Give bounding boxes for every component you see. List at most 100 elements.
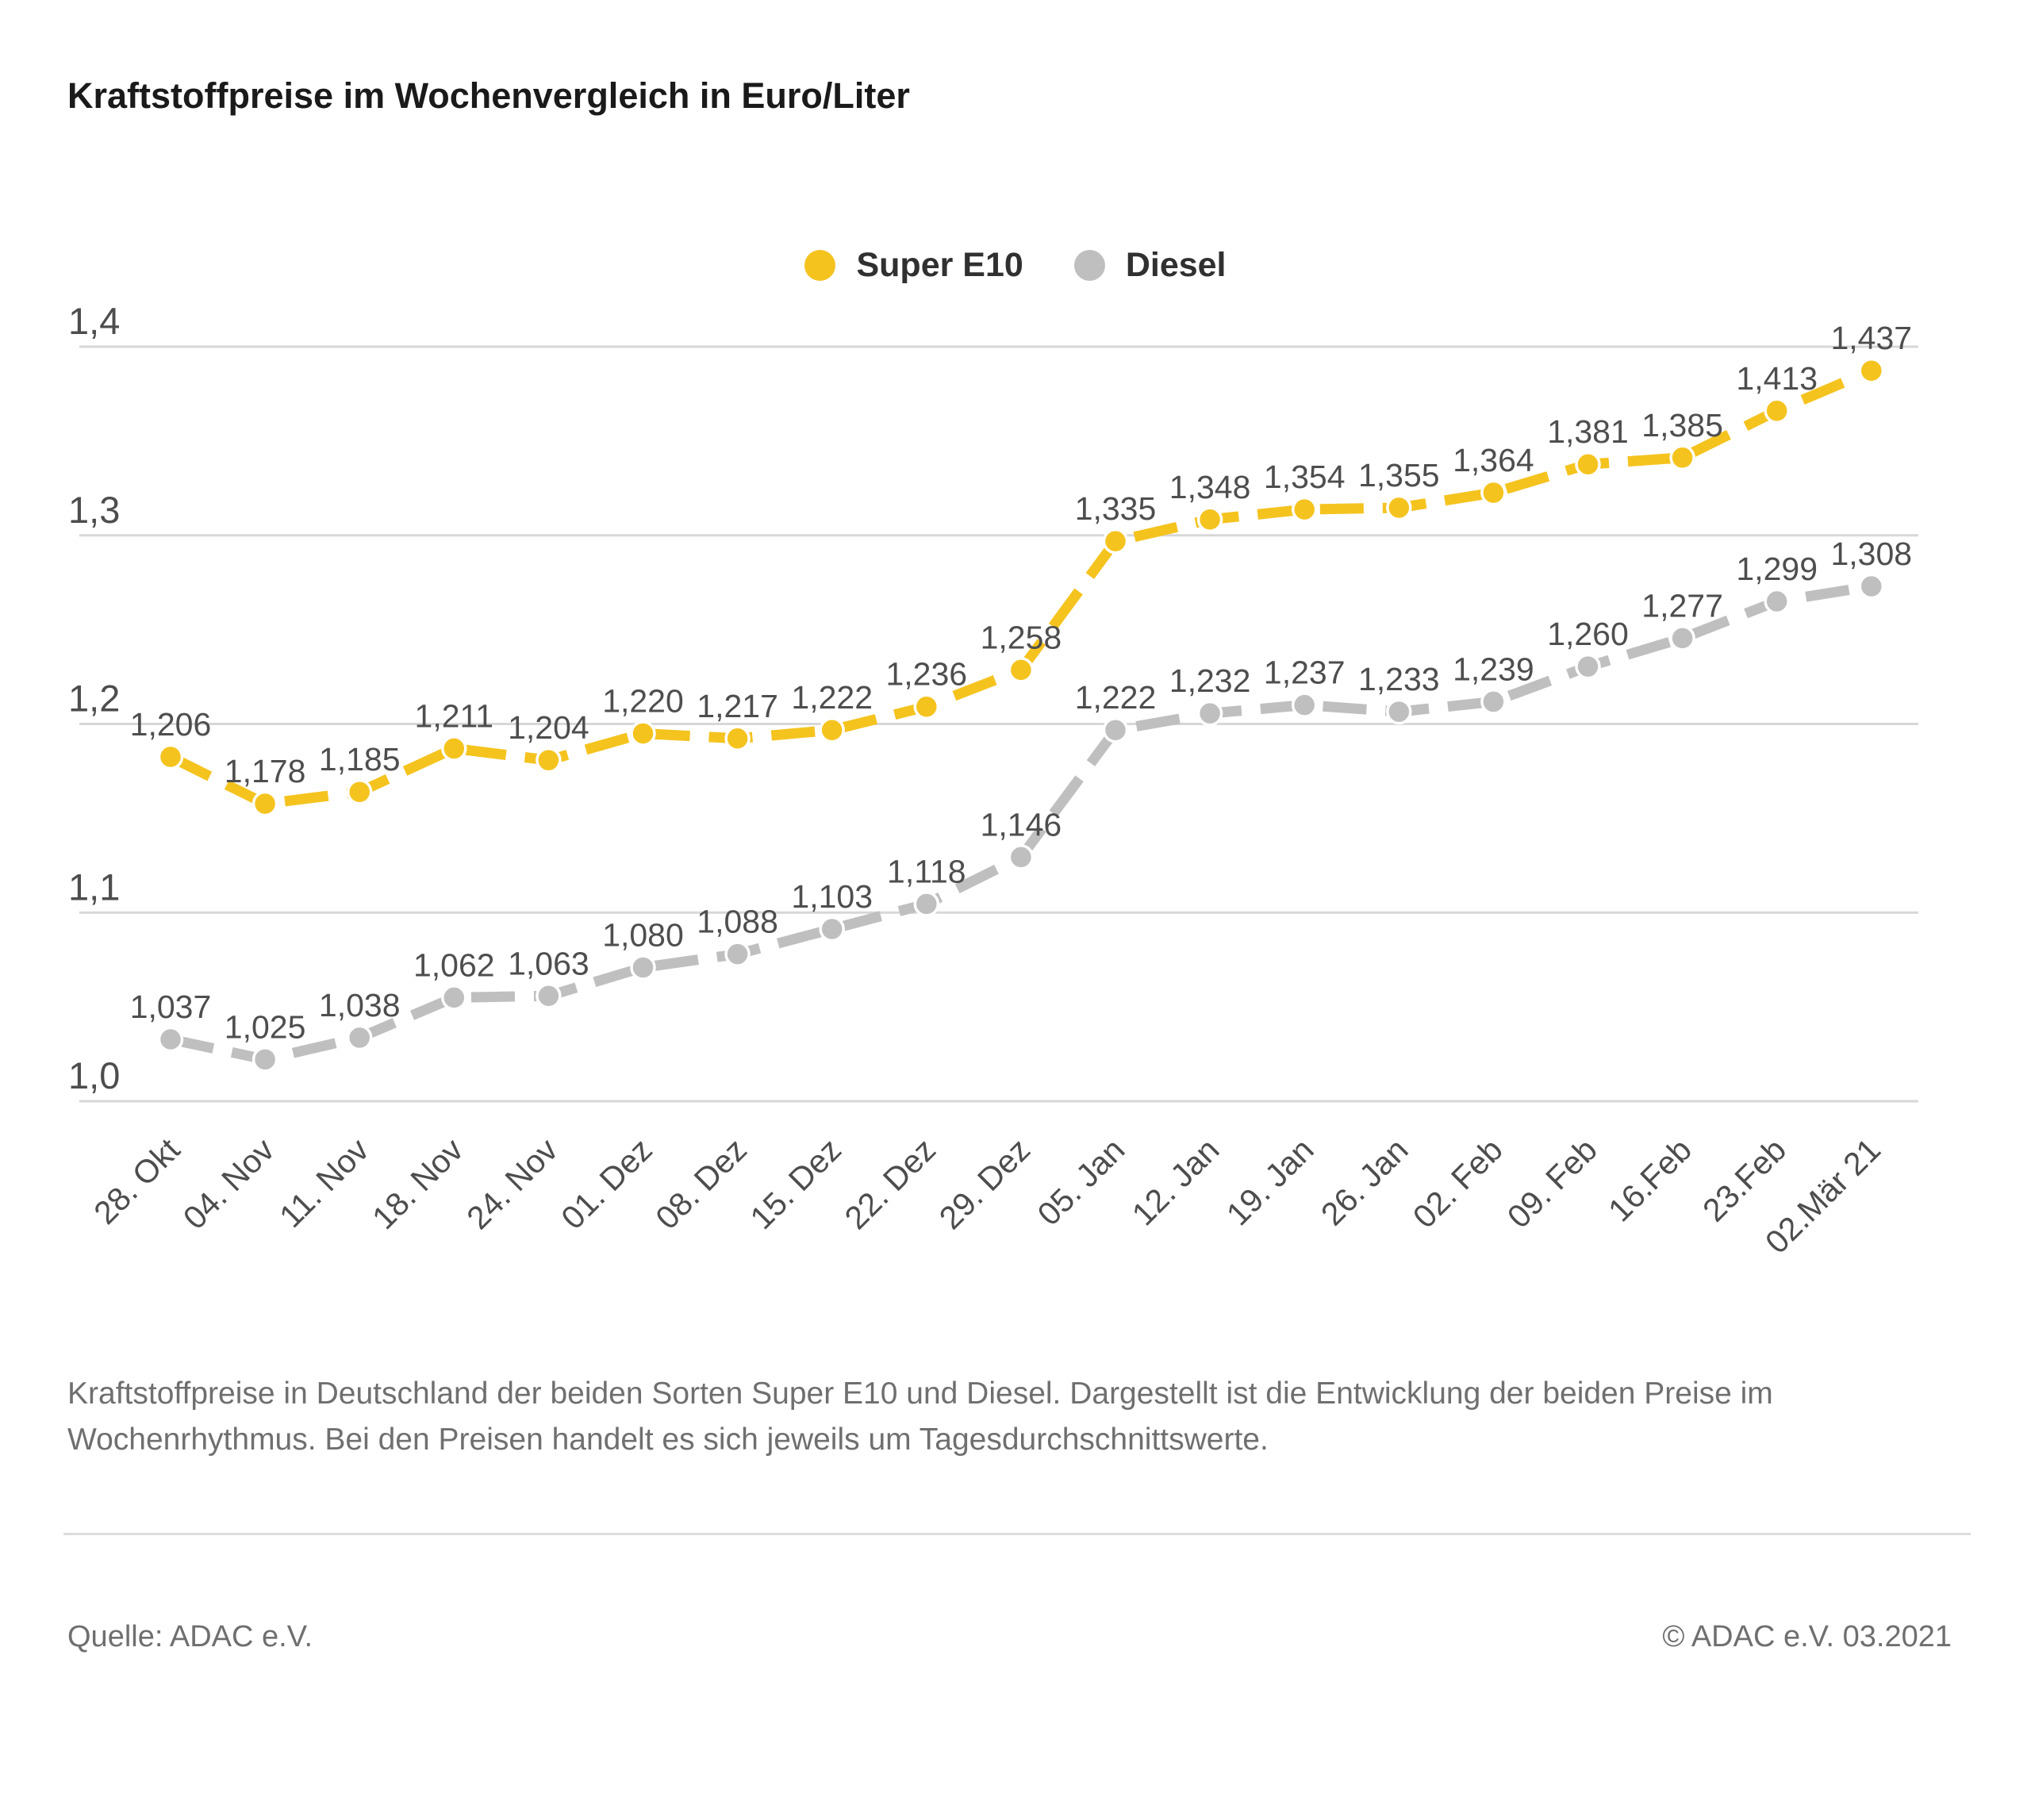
data-point xyxy=(819,716,845,743)
x-tick-label: 19. Jan xyxy=(1219,1131,1321,1233)
data-point xyxy=(724,725,751,752)
data-point xyxy=(1386,698,1412,725)
data-point-label: 1,348 xyxy=(1169,469,1251,505)
data-point-label: 1,437 xyxy=(1830,320,1912,356)
data-point-label: 1,220 xyxy=(602,682,684,719)
footer-divider xyxy=(63,1533,1971,1535)
data-point-label: 1,178 xyxy=(225,753,306,789)
data-point xyxy=(346,1024,373,1051)
data-point xyxy=(1102,716,1129,743)
data-point-label: 1,222 xyxy=(791,679,873,716)
data-point-label: 1,355 xyxy=(1358,457,1440,493)
y-tick-label: 1,3 xyxy=(68,489,120,531)
data-point xyxy=(1764,397,1790,424)
x-tick-label: 09. Feb xyxy=(1500,1131,1604,1235)
data-point xyxy=(1858,573,1885,600)
data-point xyxy=(913,693,940,720)
data-point-label: 1,335 xyxy=(1075,490,1157,527)
data-point-label: 1,025 xyxy=(225,1008,306,1045)
y-axis-tick-labels: 1,4 1,3 1,2 1,1 1,0 xyxy=(68,300,120,1096)
data-point xyxy=(1575,451,1601,478)
data-point xyxy=(1291,496,1318,523)
x-tick-label: 28. Okt xyxy=(86,1131,186,1231)
x-tick-label: 12. Jan xyxy=(1125,1131,1227,1233)
data-point-label: 1,258 xyxy=(981,619,1062,655)
data-point-label: 1,185 xyxy=(319,741,401,778)
data-point-label: 1,206 xyxy=(130,706,212,743)
y-tick-label: 1,1 xyxy=(68,866,120,908)
x-tick-label: 18. Nov xyxy=(365,1131,470,1236)
data-point-label: 1,211 xyxy=(415,697,494,734)
x-tick-label: 11. Nov xyxy=(272,1131,376,1234)
data-point-label: 1,232 xyxy=(1169,662,1251,699)
data-point xyxy=(157,743,184,770)
legend-item-diesel: Diesel xyxy=(1073,246,1227,285)
data-point-label: 1,413 xyxy=(1736,360,1818,397)
x-tick-label: 24. Nov xyxy=(459,1131,565,1236)
data-point xyxy=(1008,844,1035,870)
data-point xyxy=(1858,357,1885,384)
data-point xyxy=(1480,479,1507,506)
data-point-label: 1,308 xyxy=(1830,536,1912,572)
x-tick-label: 08. Dez xyxy=(649,1131,754,1236)
x-tick-label: 05. Jan xyxy=(1031,1131,1132,1233)
data-point-label: 1,236 xyxy=(885,656,967,693)
data-point-label: 1,038 xyxy=(319,987,401,1023)
data-point-label: 1,364 xyxy=(1453,442,1534,478)
data-point-label: 1,222 xyxy=(1075,679,1157,716)
data-point-label: 1,239 xyxy=(1453,651,1534,687)
data-point xyxy=(1480,689,1507,715)
data-point xyxy=(913,891,940,917)
data-point-label: 1,062 xyxy=(413,946,495,983)
data-point xyxy=(251,790,278,817)
series-diesel-labels: 1,037 1,025 1,038 1,062 1,063 1,080 1,088 1,103… xyxy=(130,536,1912,1045)
data-point xyxy=(251,1046,278,1073)
data-point-label: 1,277 xyxy=(1641,587,1723,624)
data-point xyxy=(1764,588,1790,615)
chart-legend: Super E10 Diesel xyxy=(0,246,2031,285)
data-point xyxy=(630,720,656,747)
data-point xyxy=(1196,700,1223,727)
series-super-e10-labels: 1,206 1,178 1,185 1,211 1,204 1,220 1,217 1,222… xyxy=(130,320,1912,789)
data-point-label: 1,217 xyxy=(697,688,778,724)
data-point-label: 1,088 xyxy=(697,904,778,940)
data-point-label: 1,233 xyxy=(1358,661,1440,697)
data-point-label: 1,146 xyxy=(981,806,1062,843)
data-point-label: 1,381 xyxy=(1547,413,1629,450)
data-point xyxy=(536,747,562,774)
y-tick-label: 1,0 xyxy=(68,1054,120,1096)
data-point xyxy=(819,916,845,943)
data-point xyxy=(724,941,751,967)
y-tick-label: 1,4 xyxy=(68,300,120,342)
data-point xyxy=(1669,625,1695,651)
data-point xyxy=(346,778,373,805)
series-super-e10 xyxy=(157,357,1885,817)
data-point-label: 1,260 xyxy=(1547,616,1629,652)
data-point-label: 1,299 xyxy=(1736,551,1818,587)
x-tick-label: 16.Feb xyxy=(1601,1131,1699,1229)
x-tick-label: 02. Feb xyxy=(1406,1131,1510,1235)
legend-label-super-e10: Super E10 xyxy=(856,246,1023,284)
x-tick-label: 26. Jan xyxy=(1314,1131,1415,1233)
chart-caption: Kraftstoffpreise in Deutschland der beid… xyxy=(67,1377,1773,1457)
series-diesel xyxy=(157,573,1885,1073)
data-point xyxy=(1196,506,1223,533)
data-point xyxy=(630,954,656,981)
data-point-label: 1,354 xyxy=(1264,459,1346,495)
x-tick-label: 29. Dez xyxy=(932,1131,1037,1236)
data-point-label: 1,063 xyxy=(508,945,589,981)
legend-label-diesel: Diesel xyxy=(1125,246,1227,284)
data-point xyxy=(536,983,562,1009)
data-point-label: 1,037 xyxy=(130,989,212,1025)
data-point xyxy=(1291,692,1318,718)
data-point-label: 1,118 xyxy=(887,853,966,889)
data-point xyxy=(1575,653,1601,680)
data-point xyxy=(1386,494,1412,521)
data-point-label: 1,237 xyxy=(1264,655,1346,691)
diesel-dot-icon xyxy=(1073,250,1105,281)
data-point-label: 1,080 xyxy=(602,916,684,953)
data-point xyxy=(441,985,467,1011)
